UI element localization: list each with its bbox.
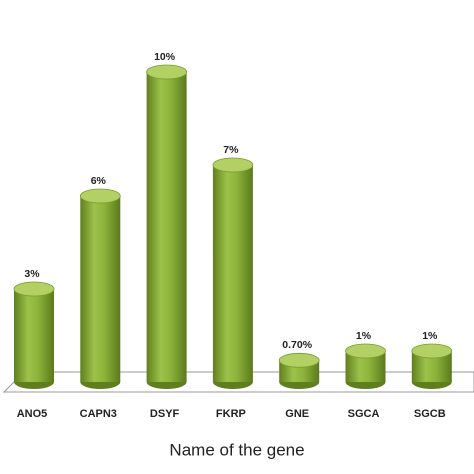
cylinder-top — [13, 281, 55, 297]
value-label: 10% — [154, 51, 176, 63]
value-label: 7% — [223, 144, 239, 156]
cylinder-top — [345, 343, 386, 359]
x-tick-label: GNE — [285, 408, 309, 420]
x-axis-title: Name of the gene — [169, 440, 304, 459]
cylinder-top — [411, 343, 453, 359]
x-tick-label: ANO5 — [17, 408, 48, 420]
bar — [146, 72, 187, 382]
x-tick-label: DSYF — [150, 408, 180, 420]
cylinder-top — [79, 188, 121, 204]
cylinder-top — [146, 64, 188, 80]
value-label: 6% — [91, 175, 107, 187]
value-label: 3% — [24, 268, 40, 280]
cylinder-top — [278, 352, 320, 368]
value-label: 0.70% — [282, 339, 312, 351]
x-tick-label: FKRP — [216, 408, 246, 420]
bar — [14, 289, 54, 382]
value-label: 1% — [356, 330, 372, 342]
bar — [212, 165, 253, 382]
x-tick-label: SGCA — [348, 408, 380, 420]
cylinder-top — [212, 157, 254, 173]
x-tick-label: SGCB — [414, 408, 446, 420]
x-tick-label: CAPN3 — [80, 408, 117, 420]
value-label: 1% — [422, 330, 438, 342]
bar — [80, 196, 121, 382]
